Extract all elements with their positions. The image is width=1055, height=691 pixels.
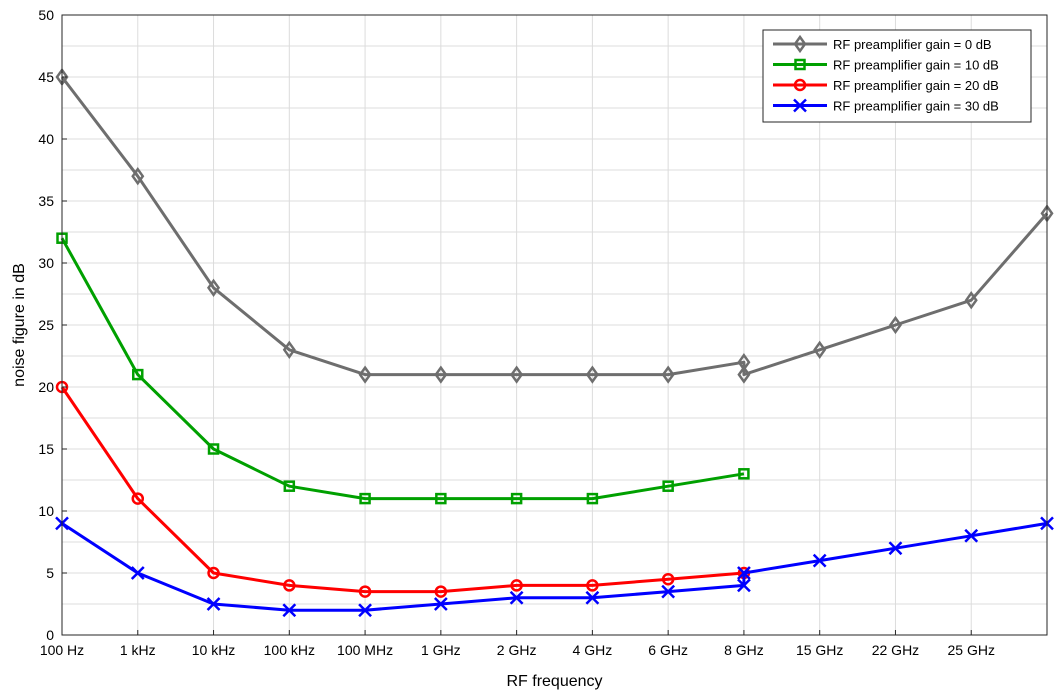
data-point [207,566,220,580]
y-axis-label: noise figure in dB [11,263,28,387]
data-point [813,340,827,359]
y-tick-label: 15 [38,441,54,457]
y-tick-label: 30 [38,255,54,271]
series-line [60,386,745,594]
legend-item: RF preamplifier gain = 10 dB [773,58,999,73]
data-point [510,492,523,505]
data-point [131,492,145,505]
data-point [206,597,221,611]
x-tick-label: 1 GHz [421,642,461,658]
data-point [888,315,902,335]
data-point [737,578,751,593]
legend-label: RF preamplifier gain = 0 dB [833,37,992,52]
series-4 [55,516,1054,618]
x-tick-label: 4 GHz [573,642,613,658]
x-tick-label: 15 GHz [796,642,843,658]
x-tick-label: 100 kHz [264,642,315,658]
data-point [434,365,448,384]
data-point [130,566,145,580]
data-point [358,585,372,598]
data-point [585,365,599,384]
data-point [964,291,978,310]
data-point [207,443,220,455]
data-point [738,468,750,480]
data-point [358,603,372,618]
x-tick-label: 8 GHz [724,642,764,658]
data-point [132,368,144,381]
data-point [358,365,372,384]
legend-marker [793,98,807,113]
x-tick-label: 22 GHz [872,642,919,658]
x-tick-label: 6 GHz [648,642,688,658]
x-tick-label: 100 MHz [337,642,393,658]
y-tick-label: 50 [38,7,54,23]
data-point [737,566,751,580]
y-tick-label: 40 [38,131,54,147]
data-point [131,167,145,186]
data-point [586,492,599,505]
series-line [61,521,1048,612]
data-point [661,584,676,599]
data-point [510,579,523,592]
legend-marker [794,58,806,71]
y-tick-label: 0 [46,627,54,643]
y-axis-ticks: 0 5 10 15 20 25 30 35 40 45 50 [38,7,67,643]
data-point [737,365,751,384]
legend-label: RF preamplifier gain = 30 dB [833,99,999,114]
y-tick-label: 25 [38,317,54,333]
y-tick-label: 20 [38,379,54,395]
legend-label: RF preamplifier gain = 20 dB [833,78,999,93]
data-point [888,541,903,556]
data-point [662,480,674,492]
legend-item: RF preamplifier gain = 20 dB [773,78,999,93]
legend: RF preamplifier gain = 0 dB RF preamplifi… [762,29,1032,123]
x-tick-label: 25 GHz [947,642,994,658]
y-tick-label: 35 [38,193,54,209]
data-point [586,579,599,592]
data-point [207,278,221,297]
data-point [434,585,448,598]
data-point [812,553,827,568]
series-line [60,237,745,501]
data-point [509,590,524,605]
y-tick-label: 45 [38,69,54,85]
legend-item: RF preamplifier gain = 30 dB [773,99,999,114]
series-line [60,76,1049,377]
legend-item: RF preamplifier gain = 0 dB [773,34,992,54]
data-point [359,492,371,505]
data-point [283,579,296,592]
legend-marker [793,34,807,54]
data-point [283,480,296,492]
x-axis-ticks: 100 Hz 1 kHz 10 kHz 100 kHz 100 MHz 1 GHz 2 GH… [40,630,995,658]
series-3 [55,380,751,598]
y-tick-label: 5 [46,565,54,581]
series-2 [56,232,750,505]
legend-label: RF preamplifier gain = 10 dB [833,58,999,73]
data-point [661,572,675,586]
data-point [585,590,600,605]
x-tick-label: 10 kHz [192,642,236,658]
data-point [510,365,524,384]
x-tick-label: 1 kHz [120,642,156,658]
data-point [433,597,448,611]
data-point [282,340,296,359]
data-point [435,492,447,505]
x-tick-label: 2 GHz [497,642,537,658]
legend-marker [793,78,807,92]
x-axis-label: RF frequency [506,673,602,690]
data-point [282,603,297,618]
x-tick-label: 100 Hz [40,642,84,658]
series-layer [55,67,1054,618]
y-tick-label: 10 [38,503,54,519]
data-point [661,365,675,384]
data-point [964,528,979,543]
